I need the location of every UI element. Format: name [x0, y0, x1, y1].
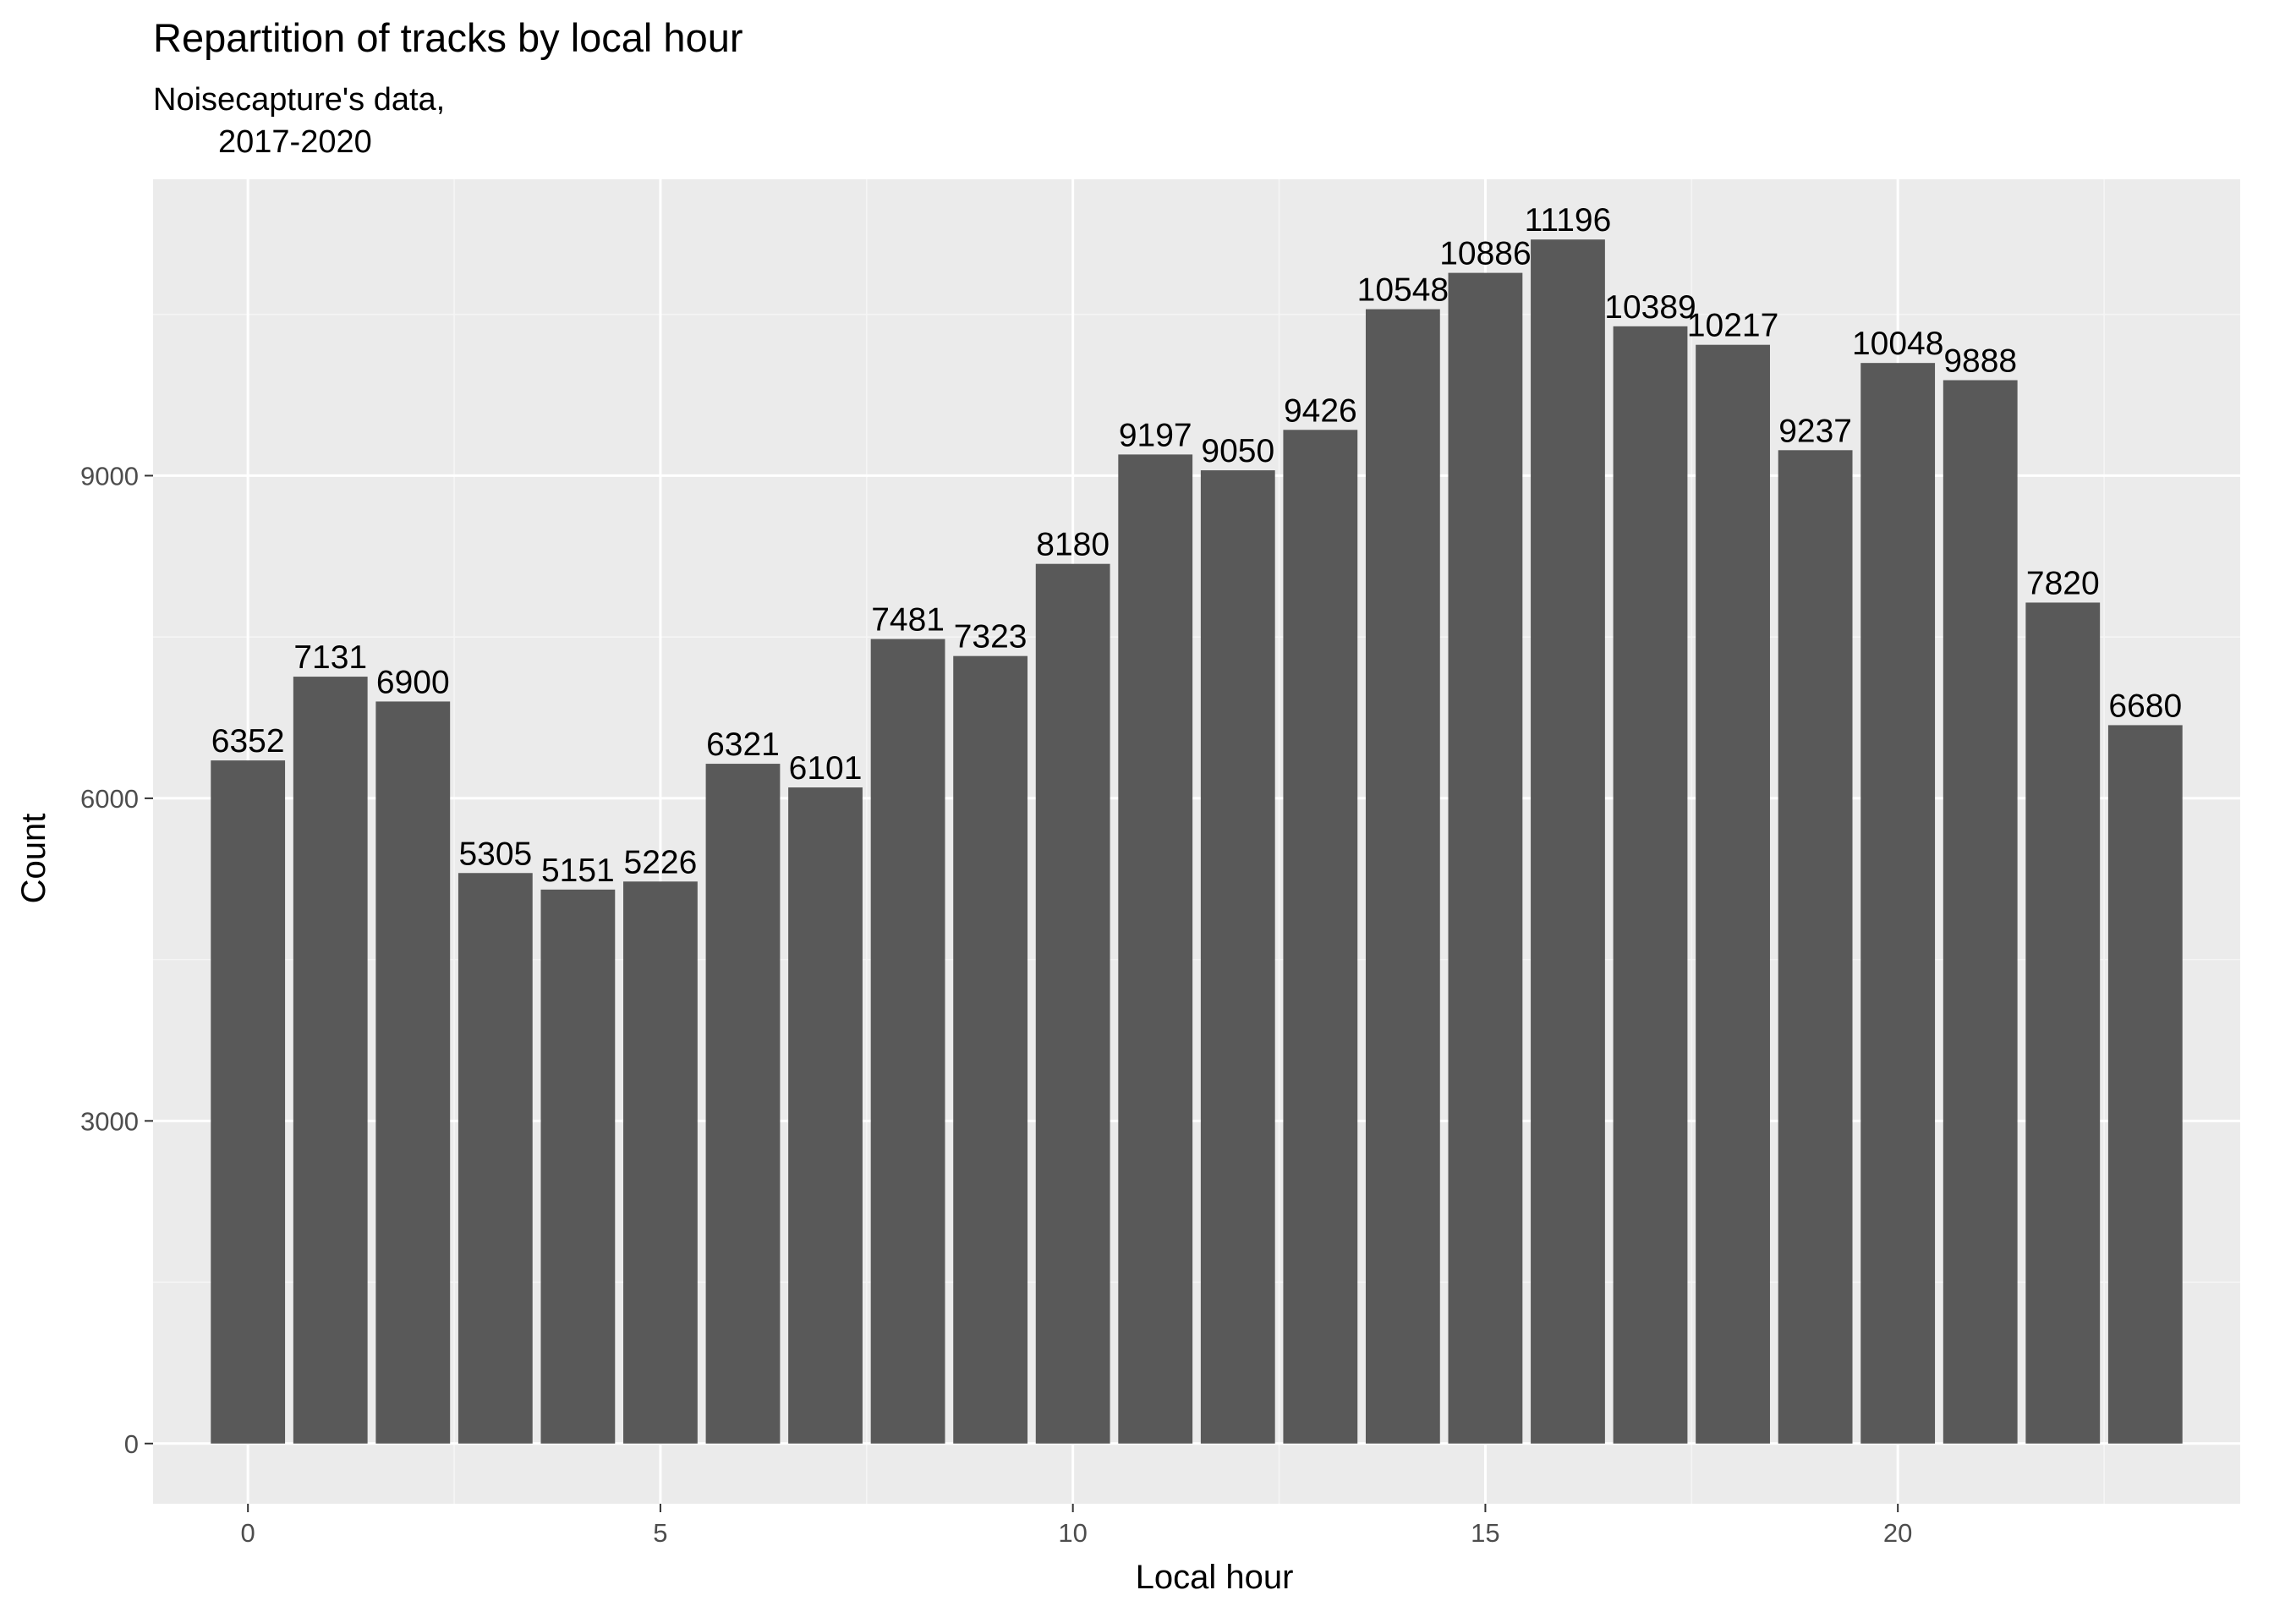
bar-hour-20: [1860, 363, 1936, 1444]
bar-hour-5: [623, 881, 698, 1444]
data-label-hour-4: 5151: [541, 853, 615, 889]
data-label-hour-7: 6101: [789, 750, 863, 787]
data-label-hour-15: 10886: [1439, 236, 1531, 272]
bar-hour-15: [1448, 272, 1523, 1444]
x-tick-label: 20: [1883, 1518, 1912, 1548]
x-axis-title: Local hour: [1136, 1559, 1294, 1596]
data-label-hour-22: 7820: [2026, 565, 2100, 601]
chart-title: Repartition of tracks by local hour: [153, 15, 743, 60]
bar-hour-10: [1035, 563, 1110, 1444]
bar-hour-19: [1778, 450, 1853, 1444]
bar-hour-22: [2025, 602, 2101, 1444]
data-label-hour-9: 7323: [954, 619, 1027, 655]
bar-hour-1: [293, 677, 368, 1444]
x-tick-label: 15: [1471, 1518, 1499, 1548]
data-label-hour-3: 5305: [458, 836, 532, 872]
bar-hour-14: [1365, 309, 1440, 1444]
data-label-hour-20: 10048: [1852, 326, 1943, 362]
data-label-hour-12: 9050: [1201, 433, 1274, 469]
bar-hour-21: [1943, 380, 2018, 1444]
bars: [211, 239, 2183, 1444]
bar-hour-9: [953, 655, 1028, 1444]
chart-subtitle-line-1: Noisecapture's data,: [153, 82, 445, 118]
bar-hour-18: [1696, 344, 1770, 1444]
bar-hour-12: [1200, 470, 1275, 1444]
y-tick-label: 3000: [80, 1106, 139, 1136]
bar-hour-7: [788, 787, 863, 1444]
data-label-hour-10: 8180: [1036, 527, 1110, 563]
bar-hour-6: [705, 764, 781, 1444]
bar-hour-4: [540, 889, 616, 1444]
data-label-hour-16: 11196: [1525, 202, 1612, 239]
data-label-hour-6: 6321: [706, 726, 780, 763]
bar-hour-16: [1531, 239, 1605, 1444]
x-tick-label: 10: [1058, 1518, 1087, 1548]
data-label-hour-17: 10389: [1604, 289, 1696, 326]
data-label-hour-5: 5226: [624, 844, 698, 880]
bar-hour-17: [1613, 326, 1688, 1444]
chart-subtitle-line-2: 2017-2020: [218, 124, 372, 160]
data-label-hour-1: 7131: [293, 639, 367, 676]
bar-hour-11: [1118, 454, 1193, 1444]
data-label-hour-11: 9197: [1119, 417, 1192, 453]
bar-hour-3: [458, 873, 533, 1444]
x-tick-label: 0: [241, 1518, 255, 1548]
bar-hour-8: [870, 639, 945, 1444]
bar-hour-0: [211, 760, 286, 1444]
data-label-hour-23: 6680: [2108, 688, 2182, 724]
y-axis: 0 3000 6000 9000: [80, 461, 153, 1459]
x-axis: 0 5 10 15 20: [241, 1504, 1912, 1548]
bar-hour-13: [1283, 430, 1358, 1444]
data-label-hour-19: 9237: [1778, 413, 1852, 449]
x-tick-label: 5: [653, 1518, 667, 1548]
y-tick-label: 0: [124, 1429, 139, 1459]
y-tick-label: 6000: [80, 784, 139, 814]
data-label-hour-2: 6900: [376, 664, 450, 700]
data-label-hour-14: 10548: [1357, 272, 1449, 309]
bar-hour-2: [375, 701, 451, 1444]
data-label-hour-21: 9888: [1943, 343, 2017, 380]
data-label-hour-13: 9426: [1284, 392, 1357, 429]
y-tick-label: 9000: [80, 461, 139, 491]
data-label-hour-8: 7481: [871, 602, 945, 639]
y-axis-title: Count: [15, 814, 52, 904]
bar-hour-23: [2107, 725, 2183, 1444]
data-label-hour-18: 10217: [1687, 308, 1778, 344]
data-label-hour-0: 6352: [211, 723, 285, 759]
